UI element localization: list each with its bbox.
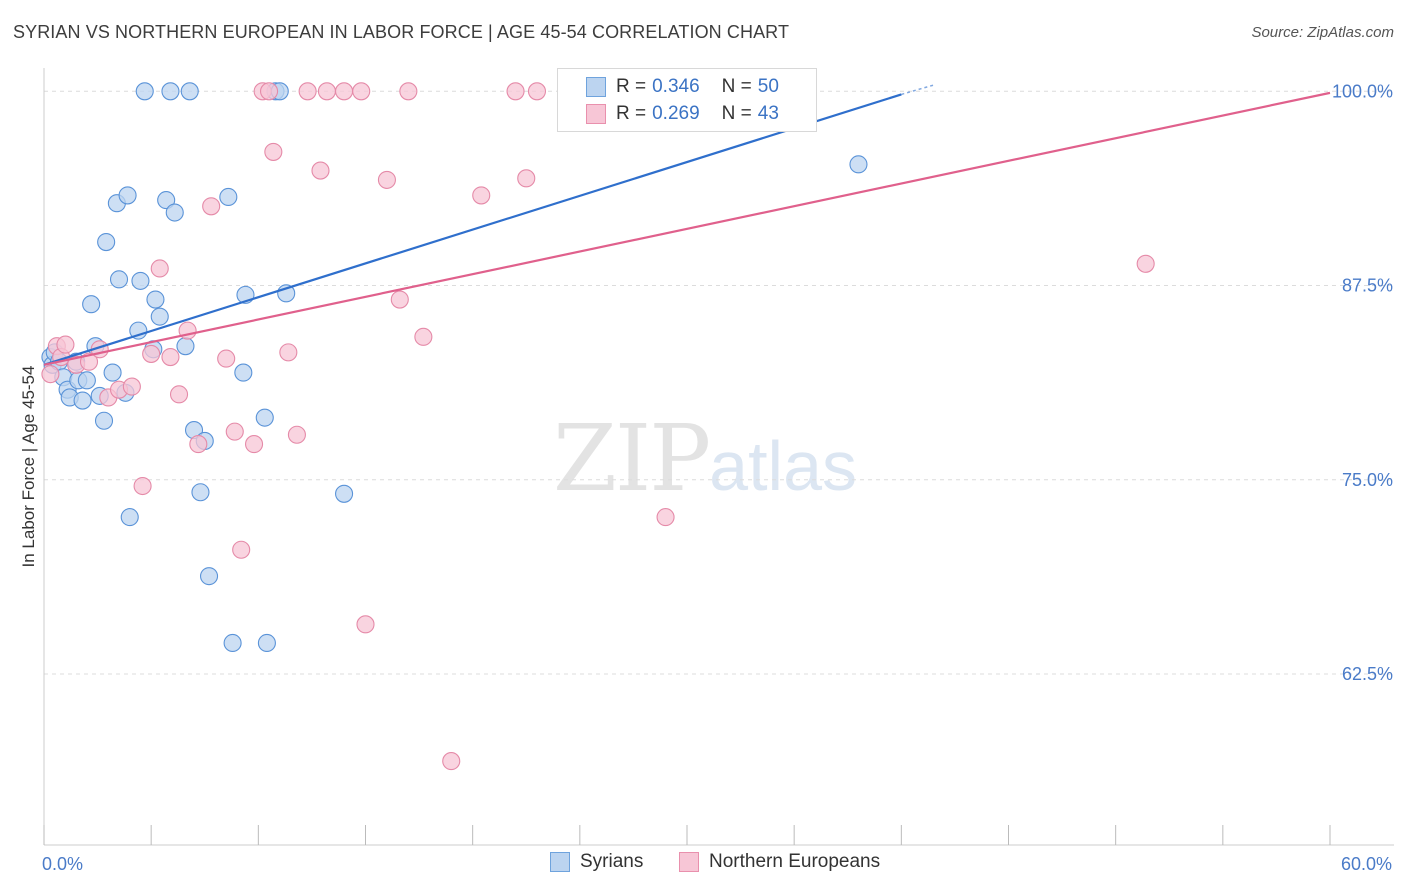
northern-europeans-point xyxy=(150,259,169,278)
legend-n-label: N = xyxy=(721,103,752,124)
northern-europeans-point xyxy=(656,508,675,527)
syrians-point xyxy=(135,82,154,101)
bottom-legend-label: Syrians xyxy=(580,851,644,872)
watermark-zip: ZIP xyxy=(553,405,711,512)
syrians-point xyxy=(131,271,150,290)
syrians-point xyxy=(849,155,868,174)
northern-europeans-point xyxy=(56,335,75,354)
northern-europeans-point xyxy=(244,435,264,454)
northern-europeans-point xyxy=(352,82,371,101)
correlation-legend: R = 0.346 N = 50 R = 0.269 N = 43 xyxy=(557,68,817,132)
syrians-point xyxy=(223,633,242,653)
northern-europeans-point xyxy=(217,349,236,368)
northern-europeans-point xyxy=(287,425,306,444)
legend-row-syrians: R = 0.346 N = 50 xyxy=(558,74,779,100)
bottom-legend-swatch xyxy=(679,852,699,872)
northern-europeans-point xyxy=(414,327,433,346)
northern-europeans-point xyxy=(142,344,161,363)
syrians-point xyxy=(335,484,354,503)
syrians-point xyxy=(180,82,199,101)
bottom-legend-label: Northern Europeans xyxy=(709,851,881,872)
syrians-point xyxy=(77,371,96,390)
syrians-point xyxy=(176,337,195,356)
northern-europeans-point xyxy=(189,435,208,454)
syrians-point xyxy=(146,290,165,309)
syrians-point xyxy=(94,411,114,430)
syrians-point xyxy=(97,232,116,252)
syrians-point xyxy=(191,483,210,502)
northern-europeans-point xyxy=(506,82,525,101)
legend-n-value: 50 xyxy=(757,76,779,97)
legend-r-label: R = xyxy=(616,103,647,124)
northern-europeans-point xyxy=(399,82,418,101)
x-tick-label: 60.0% xyxy=(1341,854,1392,874)
y-tick-label: 75.0% xyxy=(1342,470,1393,490)
northern-europeans-point xyxy=(298,82,317,101)
x-tick-label: 0.0% xyxy=(42,854,83,874)
northern-europeans-point xyxy=(472,186,491,205)
syrians-point xyxy=(219,187,238,207)
northern-europeans-point xyxy=(41,365,60,384)
northern-europeans-point xyxy=(517,169,536,188)
northern-europeans-point xyxy=(442,752,461,771)
syrians-point xyxy=(257,633,276,653)
syrians-point xyxy=(150,307,169,326)
syrians-point xyxy=(120,508,139,527)
syrians-point xyxy=(234,363,253,382)
northern-europeans-point xyxy=(311,161,330,180)
syrians-point xyxy=(82,295,101,314)
northern-europeans-point xyxy=(527,82,547,101)
northern-europeans-point xyxy=(259,82,279,101)
syrians-point xyxy=(109,270,129,289)
northern-europeans-point xyxy=(232,540,251,559)
northern-europeans-point xyxy=(356,615,375,634)
legend-n-label: N = xyxy=(721,76,752,97)
syrians-point xyxy=(255,408,274,427)
legend-r-value: 0.269 xyxy=(652,103,700,124)
syrians-point xyxy=(199,567,219,586)
northern-europeans-point xyxy=(264,142,283,161)
syrians-trend-line xyxy=(43,93,902,366)
y-tick-label: 62.5% xyxy=(1342,664,1393,684)
northern-europeans-point xyxy=(122,377,141,396)
northern-europeans-point xyxy=(169,385,189,404)
northern-europeans-point xyxy=(1136,254,1155,273)
syrians-point xyxy=(161,82,180,101)
y-tick-label: 87.5% xyxy=(1342,276,1393,296)
legend-row-northern-europeans: R = 0.269 N = 43 xyxy=(558,101,779,127)
chart-title: SYRIAN VS NORTHERN EUROPEAN IN LABOR FOR… xyxy=(13,22,790,42)
northern-europeans-trend-line xyxy=(43,91,1331,366)
northern-europeans-point xyxy=(79,352,99,371)
northern-europeans-point xyxy=(133,476,152,496)
northern-europeans-point xyxy=(202,197,221,216)
legend-swatch-syrians xyxy=(586,77,606,97)
syrians-point xyxy=(157,191,176,210)
watermark: ZIPatlas xyxy=(553,405,857,512)
northern-europeans-point xyxy=(377,170,396,189)
y-tick-label: 100.0% xyxy=(1332,81,1393,101)
northern-europeans-point xyxy=(335,82,354,101)
legend-r-label: R = xyxy=(616,76,647,97)
northern-europeans-point xyxy=(161,347,180,367)
syrians-trend-line-extension xyxy=(901,84,934,96)
northern-europeans-point xyxy=(317,82,336,101)
syrians-point xyxy=(118,186,137,205)
source-label: Source: ZipAtlas.com xyxy=(1251,24,1394,41)
syrians-point xyxy=(103,363,122,382)
bottom-legend-swatch xyxy=(550,852,570,872)
northern-europeans-point xyxy=(390,290,409,309)
legend-swatch-northern-europeans xyxy=(586,104,606,124)
syrians-point xyxy=(165,203,184,222)
northern-europeans-point xyxy=(279,343,298,362)
bottom-legend-northern-europeans: Northern Europeans xyxy=(679,851,880,873)
bottom-legend-syrians: Syrians xyxy=(550,851,643,873)
syrians-point xyxy=(73,391,92,410)
northern-europeans-point xyxy=(225,422,244,441)
watermark-atlas: atlas xyxy=(709,427,858,505)
legend-r-value: 0.346 xyxy=(652,76,700,97)
y-axis-title: In Labor Force | Age 45-54 xyxy=(19,366,38,568)
legend-n-value: 43 xyxy=(757,103,779,124)
